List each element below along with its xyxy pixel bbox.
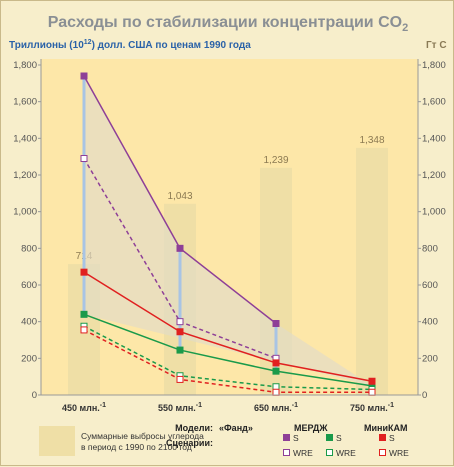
data-point-minicam-s (272, 359, 280, 367)
data-point-merge-s (272, 367, 280, 375)
fund-range-area (84, 76, 372, 386)
legend-fund-wre-marker (283, 449, 290, 456)
series-line-minicam-wre (83, 329, 372, 393)
emission-bar-label: 1,239 (263, 155, 288, 166)
emission-bar-label: 1,348 (359, 135, 384, 146)
y-tick-label-left: 0 (32, 390, 37, 401)
chart-title: Расходы по стабилизации концентрации CO2 (48, 14, 408, 34)
legend-model-fund: «Фанд» (219, 423, 253, 433)
axis-ticks: 0 200 400 600 800 1,000 1,200 1,400 1,600 1,800 0 2… (13, 60, 446, 413)
y-tick-label-left: 1,000 (13, 207, 37, 218)
y-tick-label-left: 1,400 (13, 133, 37, 144)
legend-minicam-wre-label: WRE (389, 448, 409, 458)
legend-fund-s-marker (283, 434, 290, 441)
y-tick-label-right: 1,800 (422, 60, 446, 71)
data-point-minicam-wre (368, 388, 376, 396)
y-tick-label-left: 1,200 (13, 170, 37, 181)
legend-merge-wre-label: WRE (336, 448, 356, 458)
x-tick-label: 450 млн.-1 (62, 402, 106, 413)
y-axis-label-right: Гт С (426, 40, 447, 51)
emission-bar-label: 1,043 (167, 191, 192, 202)
legend-model-minicam: МиниКАМ (364, 423, 408, 433)
legend-bar-text-2: в период с 1990 по 2100 год (81, 442, 192, 452)
data-point-minicam-wre (80, 326, 88, 334)
y-tick-label-left: 200 (21, 353, 37, 364)
legend-minicam-s-marker (379, 434, 386, 441)
legend-merge-wre-marker (326, 449, 333, 456)
legend: Суммарные выбросы углерода в период с 19… (39, 423, 409, 458)
legend-fund-s-label: S (293, 433, 299, 443)
y-tick-label-right: 800 (422, 243, 438, 254)
data-point-fund-wre (176, 318, 184, 326)
x-tick-label: 750 млн.-1 (350, 402, 394, 413)
y-axis-label-left: Триллионы (1012) долл. США по ценам 1990… (9, 39, 251, 51)
legend-minicam-wre-marker (379, 449, 386, 456)
legend-merge-s-label: S (336, 433, 342, 443)
y-tick-label-left: 400 (21, 317, 37, 328)
legend-bar-text-1: Суммарные выбросы углерода (81, 431, 204, 441)
y-tick-label-left: 800 (21, 243, 37, 254)
data-point-merge-s (368, 382, 376, 390)
y-tick-label-left: 1,800 (13, 60, 37, 71)
series-line-merge-s (83, 313, 373, 387)
y-tick-label-left: 600 (21, 280, 37, 291)
y-tick-label-right: 400 (422, 317, 438, 328)
data-point-fund-s (80, 72, 88, 80)
y-tick-label-right: 0 (422, 390, 427, 401)
data-point-minicam-s (368, 377, 376, 385)
legend-model-merge: МЕРДЖ (294, 423, 328, 433)
legend-fund-wre-label: WRE (293, 448, 313, 458)
legend-models-label: Модели: (175, 423, 213, 433)
series-line-minicam-s (83, 271, 373, 382)
x-tick-label: 550 млн.-1 (158, 402, 202, 413)
emission-bar (356, 147, 388, 395)
data-point-minicam-wre (272, 388, 280, 396)
data-point-merge-s (80, 310, 88, 318)
y-tick-label-left: 1,600 (13, 97, 37, 108)
legend-minicam-s-label: S (389, 433, 395, 443)
data-point-minicam-s (176, 328, 184, 336)
data-point-merge-s (176, 346, 184, 354)
data-point-minicam-wre (176, 375, 184, 383)
y-tick-label-right: 1,600 (422, 97, 446, 108)
y-tick-label-right: 1,200 (422, 170, 446, 181)
data-point-fund-s (176, 244, 184, 252)
legend-merge-s-marker (326, 434, 333, 441)
y-tick-label-right: 600 (422, 280, 438, 291)
data-point-fund-wre (80, 155, 88, 162)
y-tick-label-right: 1,000 (422, 207, 446, 218)
legend-scenarios-label: Сценарии: (166, 438, 213, 448)
y-tick-label-right: 200 (422, 353, 438, 364)
legend-bar-swatch (39, 426, 75, 456)
x-tick-label: 650 млн.-1 (254, 402, 298, 413)
data-point-minicam-s (80, 268, 88, 276)
data-point-fund-s (272, 320, 280, 327)
y-tick-label-right: 1,400 (422, 133, 446, 144)
fund-range-shade (84, 76, 372, 386)
series-line-merge-wre (83, 325, 373, 391)
